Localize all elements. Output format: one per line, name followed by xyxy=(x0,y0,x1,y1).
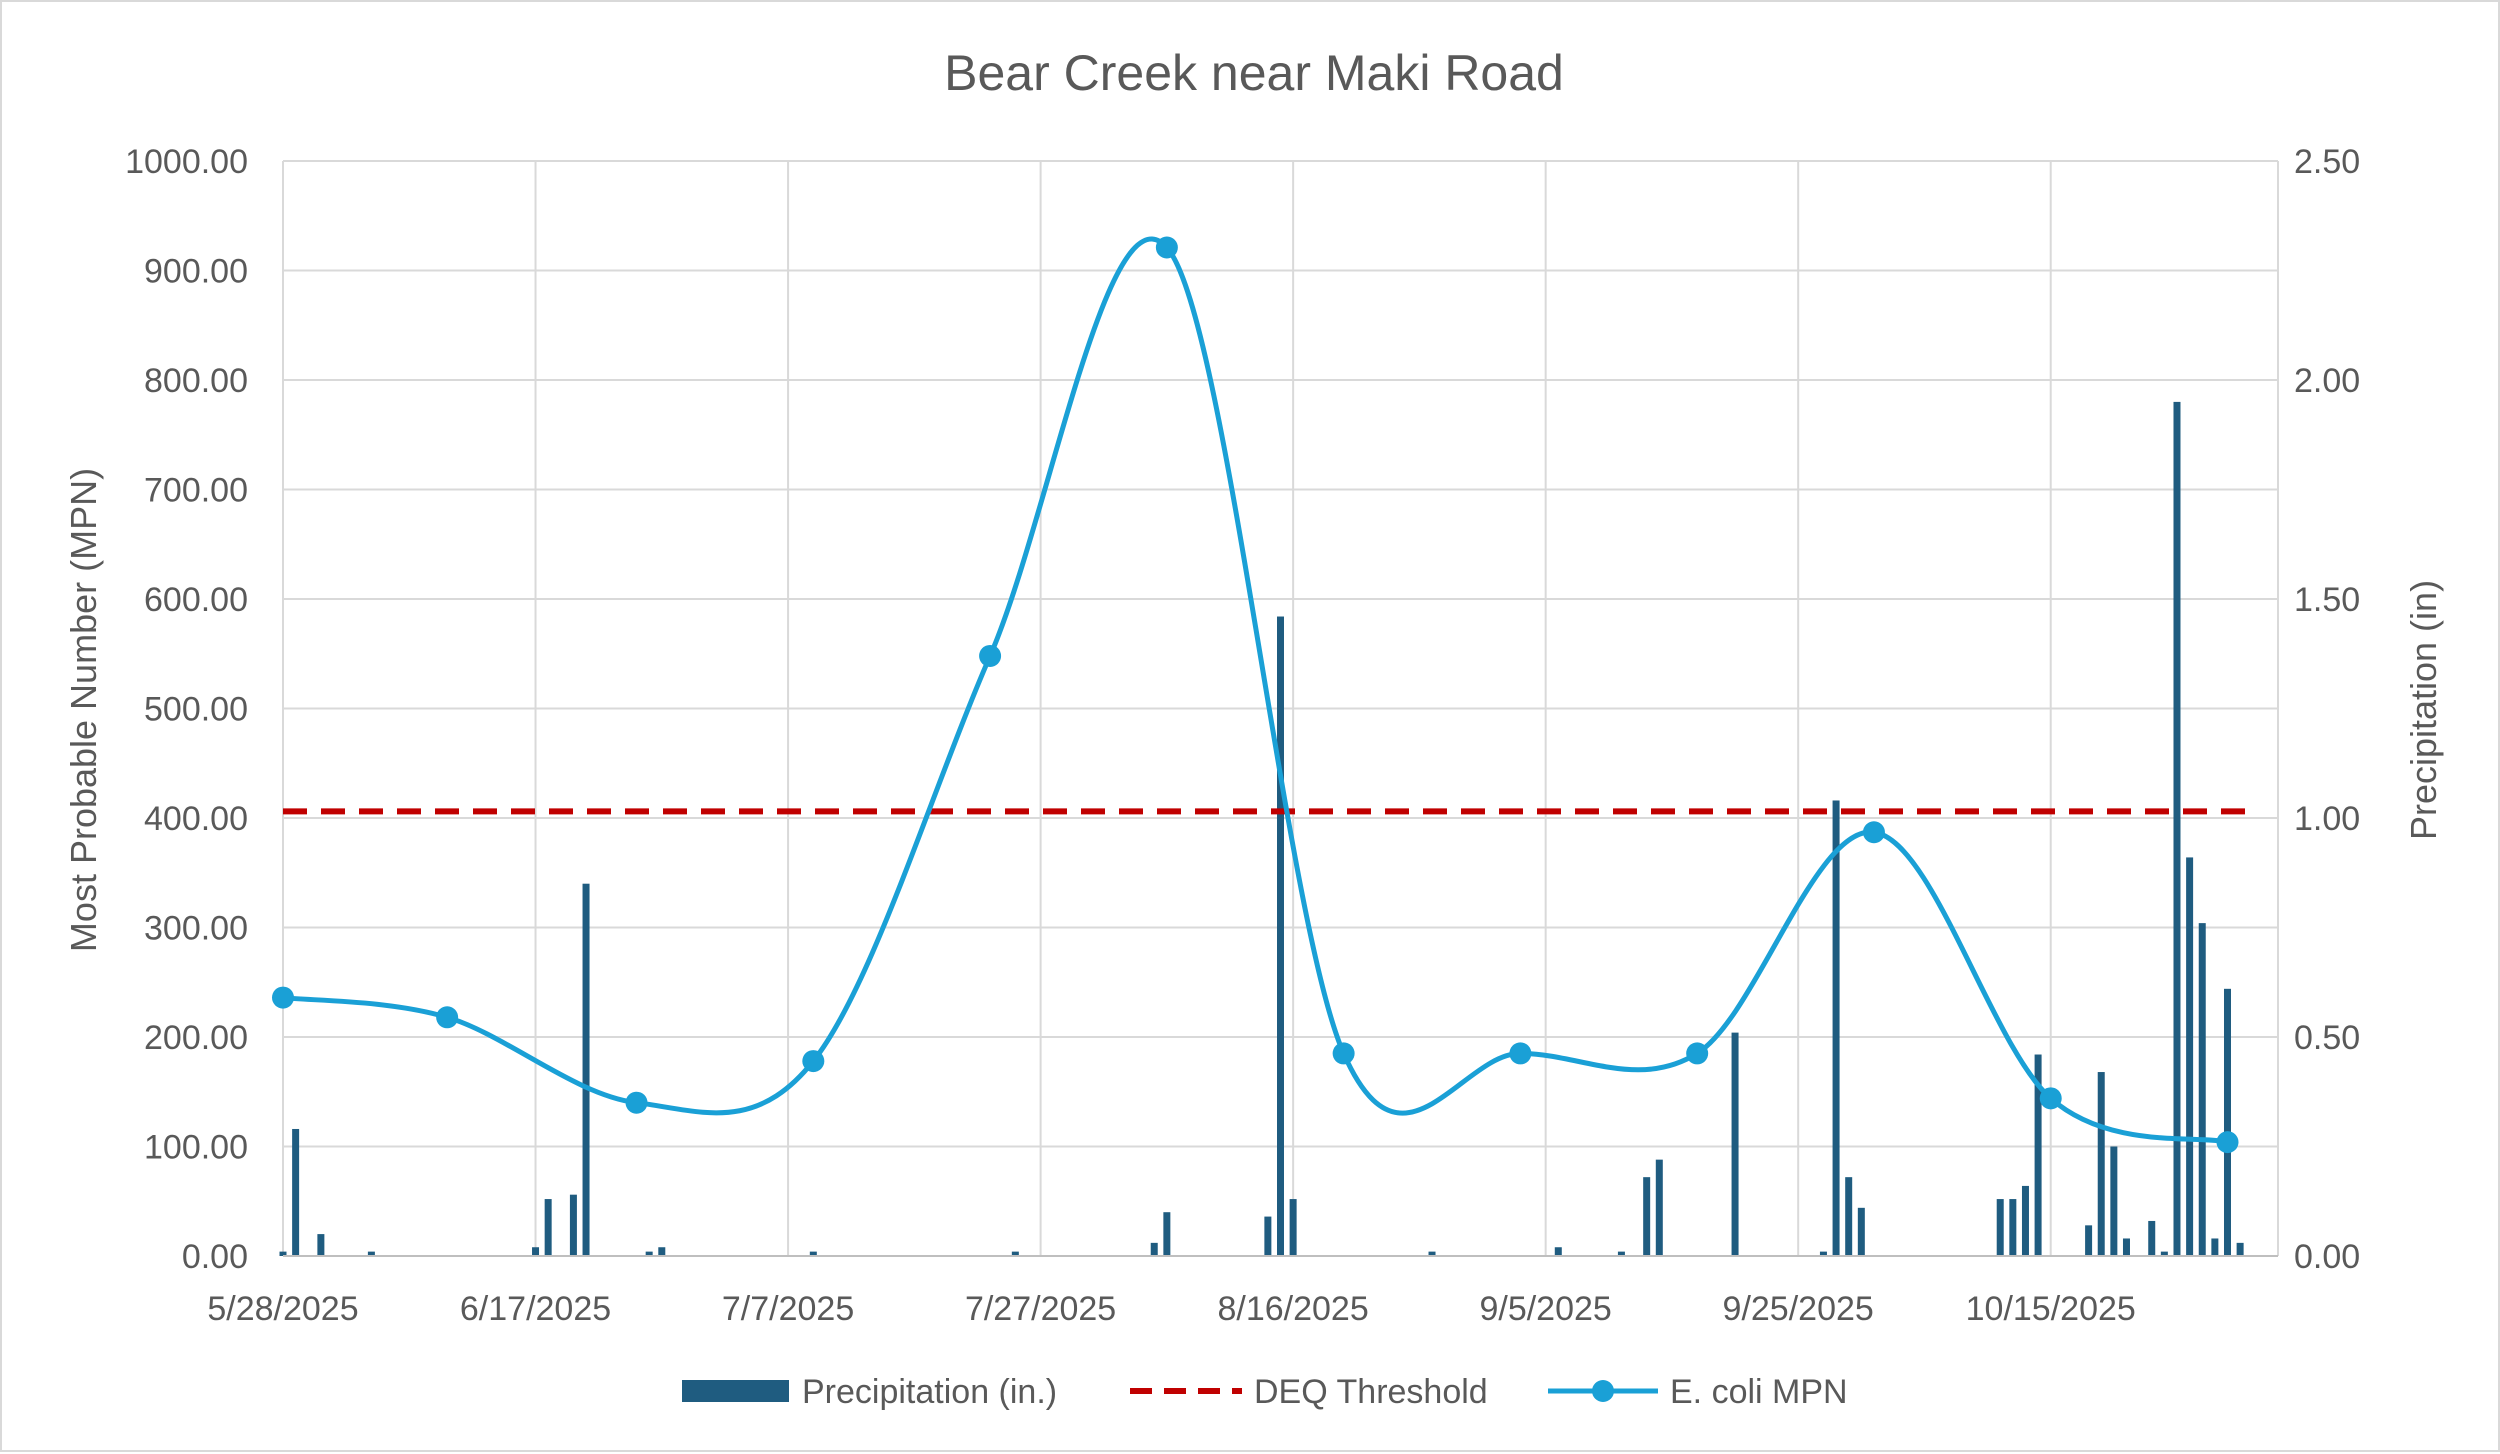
precipitation-bar xyxy=(1428,1251,1436,1256)
precipitation-bar xyxy=(532,1247,540,1256)
precipitation-bar xyxy=(2160,1251,2168,1256)
precipitation-bar xyxy=(2085,1225,2093,1256)
precipitation-bar xyxy=(1655,1159,1663,1256)
precipitation-bar xyxy=(2236,1242,2244,1256)
precipitation-bar xyxy=(1731,1032,1739,1256)
ecoli-series xyxy=(272,236,2239,1154)
precipitation-bar xyxy=(1277,616,1284,1256)
legend-swatch-precipitation xyxy=(682,1380,789,1402)
x-tick-label: 9/5/2025 xyxy=(1479,1290,1611,1328)
precipitation-bars xyxy=(279,401,2244,1256)
precipitation-bar xyxy=(1617,1251,1625,1256)
legend: Precipitation (in.) DEQ Threshold E. coli … xyxy=(682,1373,1848,1411)
precipitation-bar xyxy=(317,1234,325,1256)
x-tick-label: 8/16/2025 xyxy=(1217,1290,1368,1328)
ecoli-point xyxy=(2039,1087,2062,1110)
precipitation-bar xyxy=(1996,1199,2004,1256)
y-tick-label: 400.00 xyxy=(144,800,248,838)
y2-tick-label: 0.00 xyxy=(2294,1238,2360,1276)
precipitation-bar xyxy=(1163,1212,1171,1256)
y2-tick-label: 0.50 xyxy=(2294,1019,2360,1057)
precipitation-bar xyxy=(1150,1242,1158,1256)
y2-tick-label: 2.50 xyxy=(2294,143,2360,181)
precipitation-bar xyxy=(292,1128,300,1256)
precipitation-bar xyxy=(2122,1238,2130,1256)
y2-tick-label: 1.50 xyxy=(2294,581,2360,619)
x-tick-label: 7/27/2025 xyxy=(965,1290,1116,1328)
y-tick-label: 100.00 xyxy=(144,1129,248,1167)
ecoli-point xyxy=(625,1091,648,1114)
legend-label-precipitation: Precipitation (in.) xyxy=(802,1373,1057,1411)
y-tick-label: 700.00 xyxy=(144,472,248,510)
legend-label-ecoli: E. coli MPN xyxy=(1670,1373,1848,1411)
precipitation-bar xyxy=(2223,988,2231,1256)
precipitation-bar xyxy=(2198,923,2206,1256)
y-tick-label: 0.00 xyxy=(182,1238,248,1276)
ecoli-point xyxy=(1509,1042,1532,1065)
legend-label-threshold: DEQ Threshold xyxy=(1254,1373,1488,1411)
ecoli-point xyxy=(1862,821,1885,844)
y-tick-label: 900.00 xyxy=(144,253,248,291)
precipitation-bar xyxy=(658,1247,666,1256)
precipitation-bar xyxy=(2097,1072,2105,1256)
ecoli-point xyxy=(436,1006,459,1029)
precipitation-bar xyxy=(1264,1216,1272,1256)
precipitation-bar xyxy=(1819,1251,1827,1256)
y2-tick-label: 1.00 xyxy=(2294,800,2360,838)
precipitation-bar xyxy=(569,1194,577,1256)
precipitation-bar xyxy=(279,1251,287,1256)
y2-axis-title: Precipitation (in) xyxy=(2403,580,2444,840)
precipitation-bar xyxy=(544,1199,552,1256)
y-tick-label: 300.00 xyxy=(144,910,248,948)
precipitation-bar xyxy=(1554,1247,1562,1256)
precipitation-bar xyxy=(1289,1199,1297,1256)
precipitation-bar xyxy=(1643,1177,1651,1256)
y-tick-label: 200.00 xyxy=(144,1019,248,1057)
chart-title: Bear Creek near Maki Road xyxy=(944,45,1564,101)
ecoli-point xyxy=(1155,236,1178,259)
precipitation-bar xyxy=(1845,1177,1853,1256)
y2-tick-label: 2.00 xyxy=(2294,362,2360,400)
axes: 0.00 100.00 200.00 300.00 400.00 500.00 600.00… xyxy=(125,143,2360,1328)
x-tick-label: 5/28/2025 xyxy=(207,1290,358,1328)
ecoli-point xyxy=(1332,1042,1355,1065)
precipitation-bar xyxy=(582,883,590,1256)
precipitation-bar xyxy=(2148,1220,2156,1256)
y-axis-title: Most Probable Number (MPN) xyxy=(63,468,104,952)
x-tick-label: 7/7/2025 xyxy=(722,1290,854,1328)
ecoli-line xyxy=(282,236,2229,1145)
precipitation-bar xyxy=(645,1251,653,1256)
ecoli-point xyxy=(1686,1042,1709,1065)
precipitation-bar xyxy=(1832,800,1840,1256)
ecoli-point xyxy=(2216,1131,2239,1154)
precipitation-bar xyxy=(809,1251,817,1256)
y-tick-label: 500.00 xyxy=(144,691,248,729)
ecoli-point xyxy=(272,986,294,1009)
precipitation-bar xyxy=(2021,1185,2029,1256)
precipitation-bar xyxy=(2110,1146,2118,1256)
precipitation-bar xyxy=(1857,1207,1865,1256)
precipitation-bar xyxy=(2186,857,2194,1256)
y-tick-label: 600.00 xyxy=(144,581,248,619)
precipitation-bar xyxy=(367,1251,375,1256)
y-tick-label: 1000.00 xyxy=(125,143,248,181)
precipitation-bar xyxy=(2034,1054,2042,1256)
ecoli-point xyxy=(802,1050,825,1073)
precipitation-bar xyxy=(2173,401,2181,1256)
y-tick-label: 800.00 xyxy=(144,362,248,400)
x-tick-label: 10/15/2025 xyxy=(1966,1290,2136,1328)
legend-swatch-ecoli-marker xyxy=(1592,1380,1614,1402)
x-tick-label: 9/25/2025 xyxy=(1723,1290,1874,1328)
precipitation-bar xyxy=(1011,1251,1019,1256)
precipitation-bar xyxy=(2009,1199,2017,1256)
precipitation-bar xyxy=(2211,1238,2219,1256)
x-tick-label: 6/17/2025 xyxy=(460,1290,611,1328)
ecoli-point xyxy=(979,644,1002,667)
